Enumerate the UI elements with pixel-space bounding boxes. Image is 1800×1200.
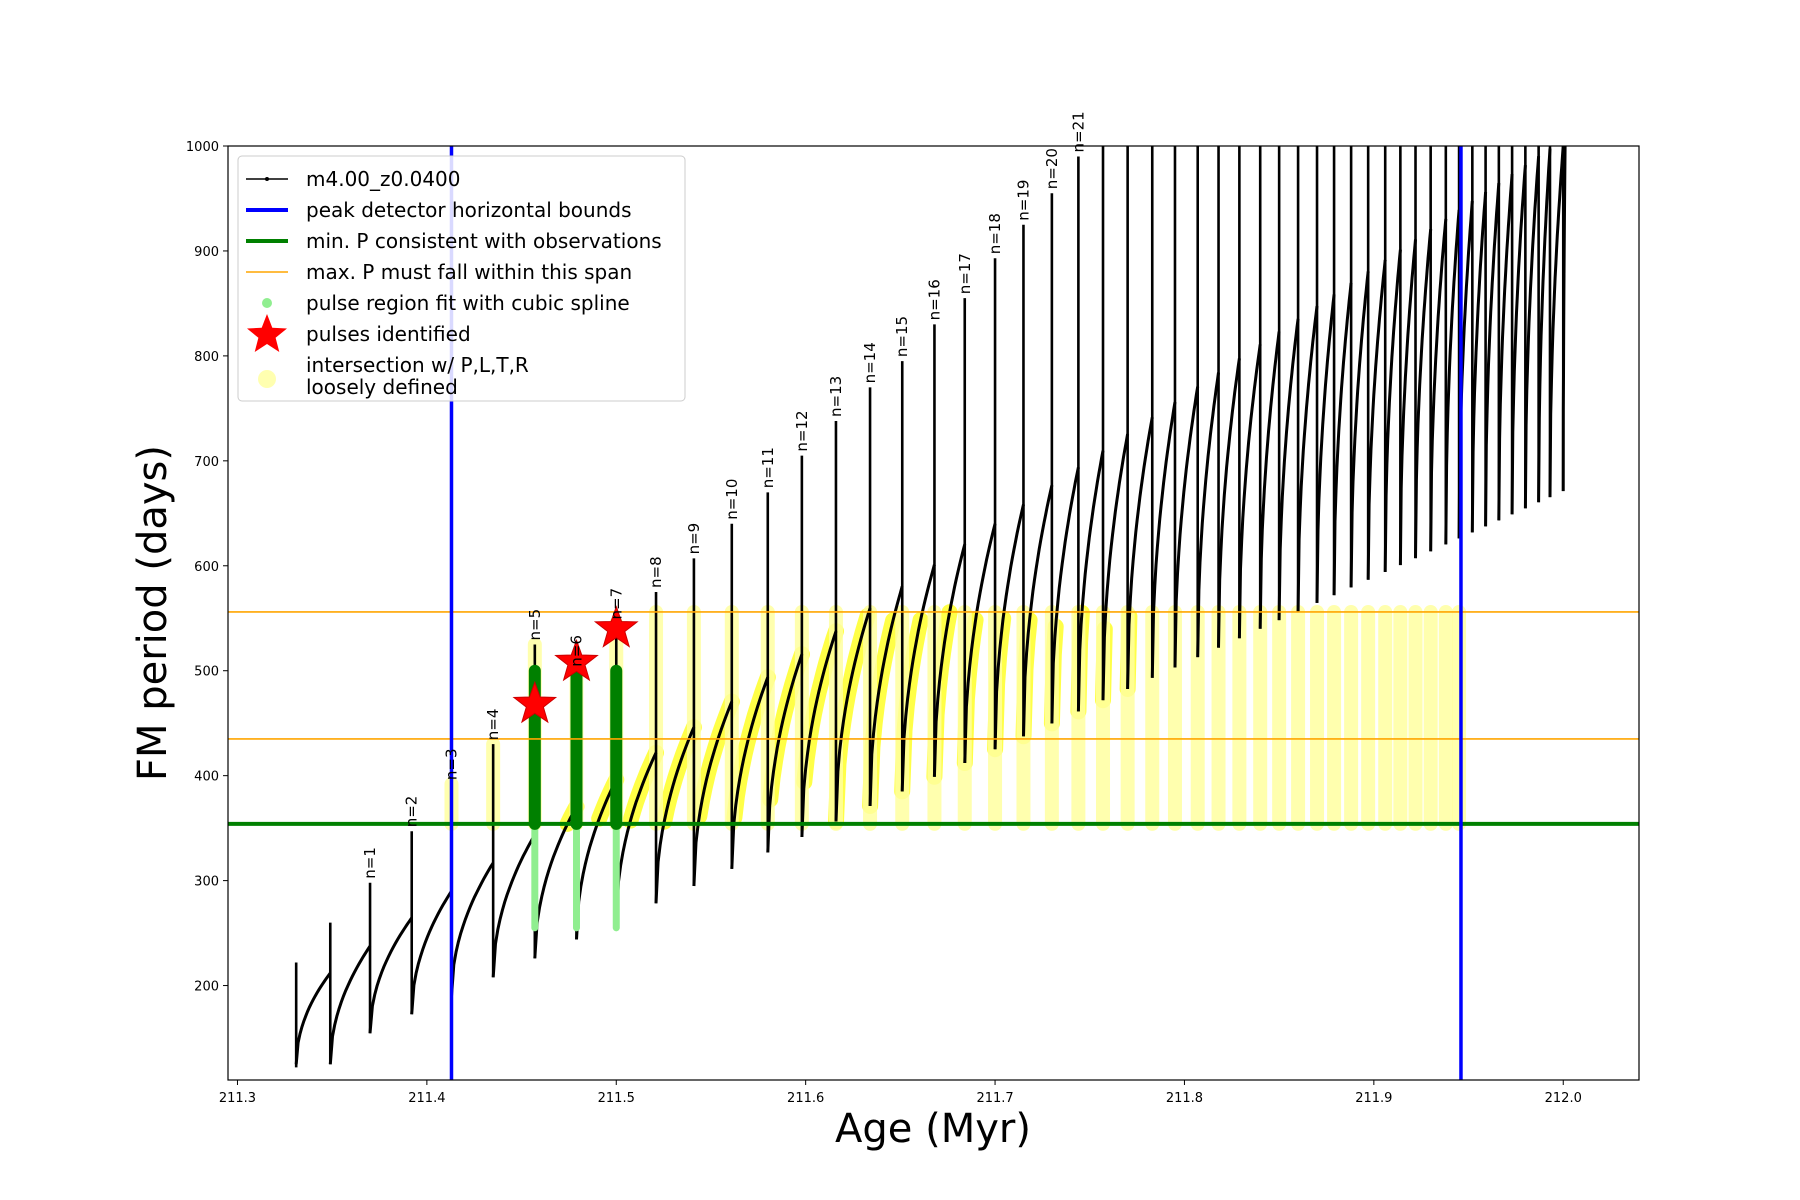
horizontal-bounds [228,611,1639,826]
x-axis-title: Age (Myr) [835,1106,1031,1152]
pulse-label: n=12 [793,410,811,451]
pulse-labels: n=1 n=2 n=3 n=4 n=5 n=6 n=7 n=8 n=9 n=10 n=11 n=12 n… [361,111,1087,878]
x-tick-label: 211.8 [1166,1091,1203,1106]
pulse-label: n=7 [607,588,625,620]
pulse-label: n=9 [685,523,703,555]
x-tick-label: 211.5 [598,1091,635,1106]
y-tick-label: 600 [194,560,219,575]
pulse-star [554,638,599,682]
x-tick-label: 212.0 [1545,1091,1582,1106]
pulse-label: n=20 [1043,148,1061,189]
pulse-label: n=2 [403,796,421,828]
y-tick-label: 500 [194,665,219,680]
legend-label: peak detector horizontal bounds [306,198,632,222]
legend-label: pulses identified [306,322,471,346]
legend-label: min. P consistent with observations [306,229,662,253]
pulse-label: n=4 [484,709,502,741]
legend-handle [262,298,272,308]
legend-box [237,155,686,402]
legend-label: max. P must fall within this span [306,260,632,284]
pulse-label: n=21 [1069,111,1087,152]
legend-label: m4.00_z0.0400 [306,167,461,191]
y-tick-label: 900 [194,245,219,260]
pulse-label: n=1 [361,847,379,879]
x-tick-label: 211.6 [787,1091,824,1106]
pulse-label: n=10 [723,479,741,520]
legend-label: intersection w/ P,L,T,R [306,353,529,377]
y-axis-ticks: 200 300 400 500 600 700 800 900 1000 [186,140,228,995]
plot-frame [227,145,1640,1081]
x-tick-label: 211.7 [976,1091,1013,1106]
legend-handle-dot [265,177,269,181]
legend-label-line2: loosely defined [306,375,458,399]
pulse-label: n=14 [861,342,879,383]
x-tick-label: 211.9 [1355,1091,1392,1106]
y-tick-label: 300 [194,875,219,890]
y-axis-title: FM period (days) [130,445,176,781]
pulse-star [512,680,558,724]
x-tick-label: 211.4 [408,1091,445,1106]
y-tick-label: 1000 [186,140,219,155]
pulse-label: n=8 [647,556,665,588]
y-tick-label: 800 [194,350,219,365]
pulse-label: n=11 [759,447,777,488]
pulse-label: n=16 [925,279,943,320]
pulses-identified [512,605,639,724]
legend-handle [247,314,287,352]
y-tick-label: 200 [194,980,219,995]
intersection-region [444,604,1467,832]
legend-label: pulse region fit with cubic spline [306,291,630,315]
x-axis-ticks: 211.3 211.4 211.5 211.6 211.7 211.8 211.9 212.0 [219,1080,1582,1106]
pulse-label: n=3 [443,748,461,780]
pulse-label: n=6 [568,635,586,667]
pulse-label: n=18 [986,213,1004,254]
y-tick-label: 400 [194,770,219,785]
x-tick-label: 211.3 [219,1091,256,1106]
pulse-star [593,605,639,648]
pulse-label: n=19 [1015,180,1033,221]
pulse-label: n=5 [526,609,544,641]
y-tick-label: 700 [194,455,219,470]
pulse-label: n=17 [956,253,974,294]
legend-handle [258,370,276,388]
period-curve [294,146,1567,1068]
pulse-label: n=15 [893,316,911,357]
pulse-label: n=13 [827,376,845,417]
